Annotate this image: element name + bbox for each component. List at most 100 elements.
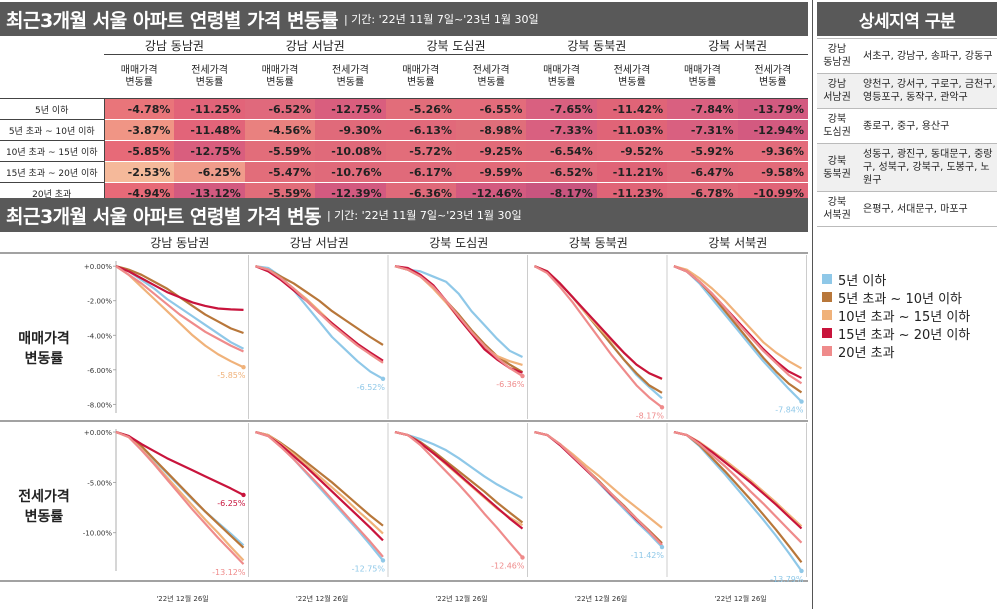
region-districts: 은평구, 서대문구, 마포구 <box>863 203 968 215</box>
chart-section-header: 최근3개월 서울 아파트 연령별 가격 변동 | 기간: '22년 11월 7일… <box>0 198 808 232</box>
series-line <box>115 265 244 353</box>
table-region-header: 강남 서남권 <box>244 37 386 55</box>
end-label: -6.36% <box>496 380 525 389</box>
series-line <box>394 265 524 377</box>
end-label: -7.84% <box>775 406 804 415</box>
chart-period: | 기간: '22년 11월 7일~'23년 1월 30일 <box>326 209 522 222</box>
row-label: 변동률 <box>25 508 64 525</box>
region-detail-row: 강북 동북권 성동구, 광진구, 동대문구, 중랑구, 성북구, 강북구, 도봉구… <box>817 143 997 191</box>
series-line <box>115 430 245 496</box>
region-detail-row: 강북 서북권 은평구, 서대문구, 마포구 <box>817 191 997 226</box>
table-cell: -6.52% <box>244 98 316 120</box>
table-cell: -7.84% <box>667 98 738 120</box>
series-line <box>394 430 524 527</box>
x-tick-label: '22년 12월 26일 <box>296 594 348 603</box>
series-line <box>115 430 245 549</box>
x-tick-label: '22년 12월 26일 <box>156 594 208 603</box>
side-title: 상세지역 구분 <box>858 11 956 32</box>
table-region-header: 강남 동남권 <box>104 37 245 55</box>
table-cell: -5.26% <box>385 98 456 120</box>
series-line <box>673 430 803 544</box>
table-cell: -11.48% <box>174 119 245 141</box>
table-subheader: 매매가격 변동률 <box>667 54 738 99</box>
y-tick-label: -2.00% <box>87 298 112 306</box>
table-cell: -6.47% <box>667 161 738 183</box>
end-point <box>380 558 386 563</box>
table-cell: -8.98% <box>455 119 527 141</box>
y-tick-label: +0.00% <box>84 263 112 271</box>
chart-region-header: 강북 동북권 <box>569 236 628 250</box>
y-tick-label: -4.00% <box>87 332 112 340</box>
region-detail-row: 강남 동남권 서초구, 강남구, 송파구, 강동구 <box>817 38 997 73</box>
table-subheader: 전세가격 변동률 <box>174 54 245 99</box>
x-tick-label: '22년 12월 26일 <box>714 594 766 603</box>
region-key: 강북 동북권 <box>823 155 851 180</box>
table-cell: -5.47% <box>244 161 316 183</box>
table-subheader: 전세가격 변동률 <box>737 54 808 99</box>
end-point <box>380 376 386 381</box>
series-line <box>255 430 384 535</box>
region-key: 강북 서북권 <box>823 197 851 221</box>
row-label: 매매가격 <box>18 330 70 347</box>
end-label: -8.17% <box>636 411 665 420</box>
table-cell: -6.13% <box>385 119 456 141</box>
region-districts: 양천구, 강서구, 구로구, 금천구, 영등포구, 동작구, 관악구 <box>863 79 996 103</box>
change-rate-table: 강남 동남권 강남 서남권 강북 도심권 강북 동북권 강북 서북권 매매가격 변동률 전… <box>0 37 808 204</box>
table-period: | 기간: '22년 11월 7일~'23년 1월 30일 <box>343 13 539 26</box>
y-tick-label: +0.00% <box>84 429 112 437</box>
table-cell: -9.59% <box>455 161 527 183</box>
series-line <box>673 265 803 385</box>
table-cell: -3.87% <box>104 119 175 141</box>
end-point <box>241 492 246 498</box>
y-tick-label: -10.00% <box>83 530 113 538</box>
series-line <box>533 265 663 409</box>
table-cell: -11.25% <box>174 98 245 120</box>
end-label: -6.52% <box>357 383 386 392</box>
table-subheader: 전세가격 변동률 <box>596 54 668 99</box>
chart-region-header: 강북 서북권 <box>708 236 767 250</box>
end-point <box>241 365 246 370</box>
table-cell: -7.31% <box>667 119 738 141</box>
legend-item: 5년 초과 ~ 10년 이하 <box>822 288 970 307</box>
table-cell: -5.72% <box>385 140 456 162</box>
legend-item: 20년 초과 <box>822 342 970 361</box>
legend-swatch <box>822 292 832 302</box>
series-line <box>255 265 384 380</box>
region-districts: 성동구, 광진구, 동대문구, 중랑구, 성북구, 강북구, 도봉구, 노원구 <box>863 149 993 186</box>
row-label: 변동률 <box>25 350 64 367</box>
table-cell: -10.76% <box>315 161 386 183</box>
series-line <box>394 265 523 374</box>
table-cell: -9.52% <box>596 140 668 162</box>
table-cell: -11.21% <box>596 161 668 183</box>
series-line <box>255 265 384 346</box>
series-line <box>115 430 245 562</box>
table-region-header: 강북 도심권 <box>385 37 527 55</box>
table-cell: -6.17% <box>385 161 456 183</box>
legend: 5년 이하 5년 초과 ~ 10년 이하 10년 초과 ~ 15년 이하 15년 초과… <box>822 270 970 361</box>
series-line <box>534 265 663 394</box>
series-line <box>534 430 663 546</box>
end-point <box>799 568 804 574</box>
legend-swatch <box>822 346 832 356</box>
table-cell: -6.25% <box>174 161 245 183</box>
chart-region-header: 강남 동남권 <box>150 236 209 250</box>
legend-label: 5년 초과 ~ 10년 이하 <box>838 291 962 307</box>
table-cell: -4.56% <box>244 119 316 141</box>
chart-region-header: 강북 도심권 <box>429 236 488 250</box>
table-row: 5년 이하 -4.78% -11.25% -6.52% -12.75% -5.26% -6.… <box>0 98 808 120</box>
series-line <box>255 430 384 558</box>
series-line <box>255 265 384 364</box>
y-tick-label: -8.00% <box>87 401 112 409</box>
table-subheader: 매매가격 변동률 <box>526 54 597 99</box>
table-subheader: 전세가격 변동률 <box>455 54 527 99</box>
table-cell: -7.33% <box>526 119 597 141</box>
table-cell: -10.08% <box>315 140 386 162</box>
table-cell: -9.58% <box>737 161 808 183</box>
table-cell: -2.53% <box>104 161 175 183</box>
subheader-row: 매매가격 변동률 전세가격 변동률 매매가격 변동률 전세가격 변동률 매매가격 변동률… <box>0 54 808 99</box>
region-districts: 종로구, 중구, 용산구 <box>863 120 950 132</box>
region-header-row: 강남 동남권 강남 서남권 강북 도심권 강북 동북권 강북 서북권 <box>0 37 808 55</box>
end-point <box>520 555 525 560</box>
table-subheader: 매매가격 변동률 <box>385 54 456 99</box>
